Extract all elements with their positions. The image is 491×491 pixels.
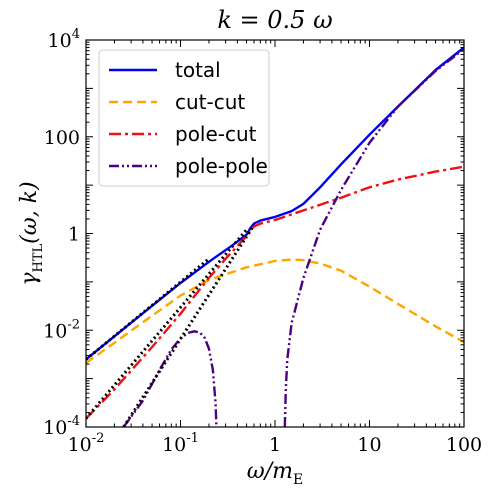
y-tick-label: 104 [48,27,80,52]
reference-line-4 [86,257,210,361]
legend-label-total: total [175,58,221,82]
x-axis-label: ω/mE [247,459,303,488]
legend: total cut-cut pole-cut pole-pole [98,49,270,187]
x-tick-label: 1 [269,434,281,456]
x-tick-label: 10 [357,434,381,456]
axes [85,39,465,428]
reference-line-5 [86,228,248,420]
y-tick-label: 100 [44,127,80,149]
legend-label-cut-cut: cut-cut [175,90,245,114]
y-tick-label: 10-2 [43,317,80,342]
x-tick-label: 10-2 [68,431,105,456]
y-tick-label: 10-4 [43,414,80,439]
y-axis-label: γHTL(ω, k) [17,181,46,285]
legend-label-pole-pole: pole-pole [175,154,268,178]
x-tick-label: 100 [446,434,482,456]
series-layer [86,46,464,427]
legend-box [98,49,270,187]
series-line-pole-cut [86,165,464,420]
legend-label-pole-cut: pole-cut [175,122,257,146]
y-tick-label: 1 [68,224,80,246]
x-tick-label: 10-1 [162,431,199,456]
series-line-cut-cut [86,258,464,364]
chart-title: k = 0.5 ω [217,6,332,34]
reference-line-6 [122,224,256,427]
series-line-pole-pole [122,48,464,427]
